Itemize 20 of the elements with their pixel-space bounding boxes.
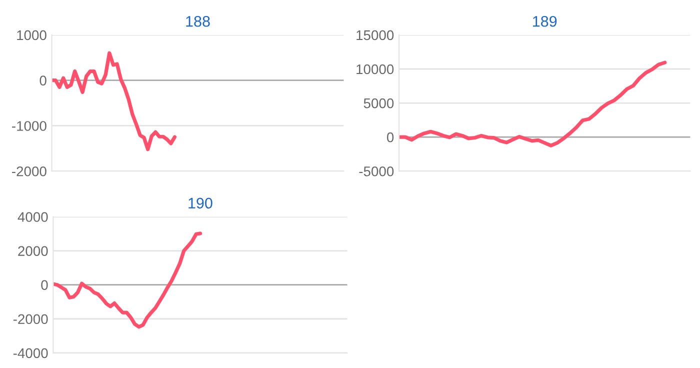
y-tick-label: 0 xyxy=(41,280,48,290)
y-tick-label: 4000 xyxy=(18,212,48,222)
line-series xyxy=(399,60,667,148)
line-series xyxy=(53,232,202,329)
y-tick-label: -1000 xyxy=(12,121,46,131)
y-tick-label: 5000 xyxy=(364,98,394,108)
chart-title: 190 xyxy=(188,198,212,209)
line-series xyxy=(52,51,177,152)
y-tick-label: 10000 xyxy=(356,64,394,74)
chart-title: 188 xyxy=(186,16,210,27)
chart-title: 189 xyxy=(533,16,557,27)
y-tick-label: 2000 xyxy=(18,246,48,256)
y-tick-label: 1000 xyxy=(17,30,46,40)
y-tick-label: -5000 xyxy=(359,166,394,176)
y-tick-label: 0 xyxy=(386,132,394,142)
y-tick-label: 15000 xyxy=(356,30,394,40)
y-tick-label: -4000 xyxy=(13,348,48,358)
y-tick-label: 0 xyxy=(40,76,46,86)
y-tick-label: -2000 xyxy=(13,314,48,324)
y-tick-label: -2000 xyxy=(12,166,46,176)
